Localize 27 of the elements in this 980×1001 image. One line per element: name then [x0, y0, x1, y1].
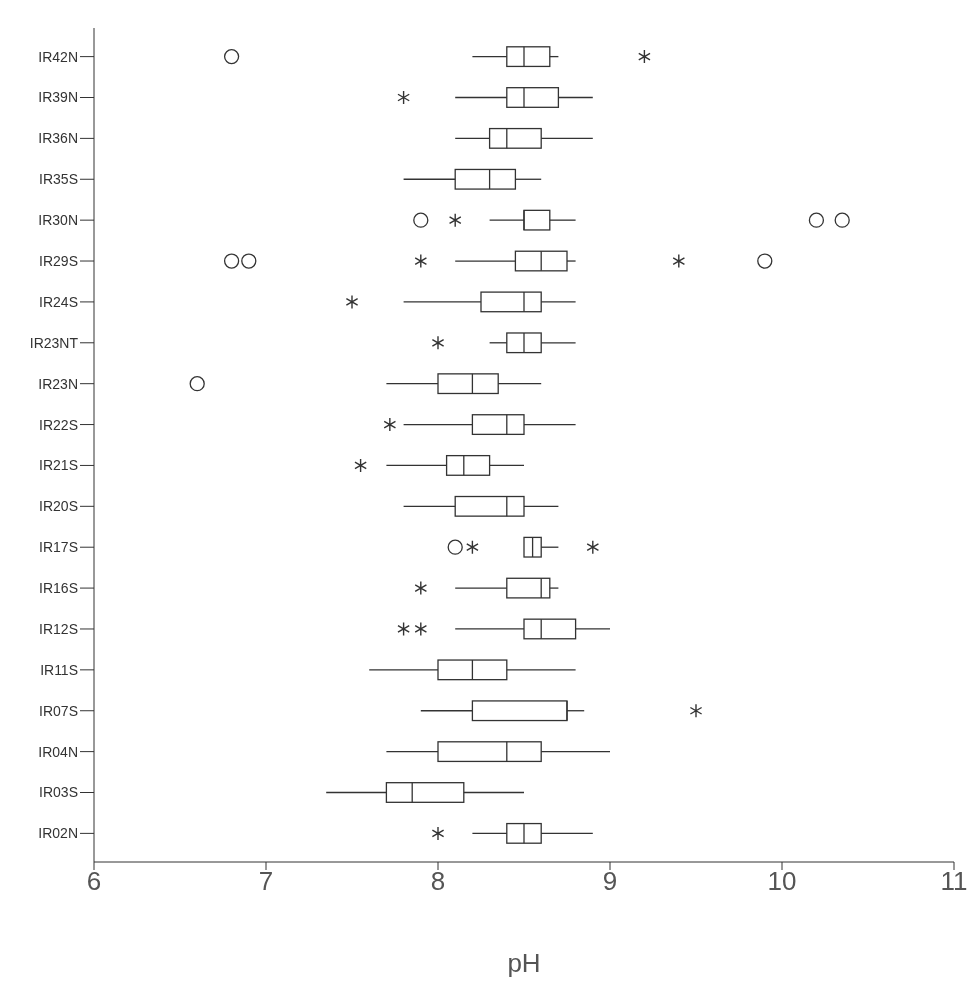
- y-tick-label: IR12S: [39, 620, 78, 637]
- x-tick-label: 10: [767, 866, 797, 897]
- y-tick-label: IR35S: [39, 171, 78, 188]
- y-tick-label: IR23N: [38, 375, 78, 392]
- y-tick-label: IR42N: [38, 48, 78, 65]
- x-tick-label: 6: [86, 866, 102, 897]
- y-tick-label: IR23NT: [29, 334, 79, 351]
- y-tick-label: IR20S: [39, 498, 78, 515]
- x-tick-label: 8: [430, 866, 446, 897]
- y-tick-label: IR39N: [38, 89, 78, 106]
- y-tick-label: IR16S: [39, 580, 78, 597]
- x-axis-title: pH: [507, 948, 541, 978]
- y-tick-label: IR11S: [40, 661, 78, 678]
- y-tick-label: IR03S: [39, 784, 78, 801]
- x-tick-label: 7: [258, 866, 274, 897]
- x-tick-label: 9: [602, 866, 618, 897]
- y-tick-label: IR17S: [39, 539, 78, 556]
- y-tick-label: IR22S: [39, 416, 78, 433]
- y-tick-label: IR24S: [39, 293, 78, 310]
- y-tick-label: IR07S: [39, 702, 78, 719]
- y-tick-label: IR30N: [38, 212, 78, 229]
- x-tick-label: 11: [940, 866, 968, 897]
- y-tick-label: IR36N: [38, 130, 78, 147]
- y-tick-label: IR29S: [39, 253, 78, 269]
- y-tick-label: IR04N: [38, 743, 78, 760]
- y-tick-label: IR21S: [39, 457, 78, 474]
- y-tick-label: IR02N: [38, 825, 78, 842]
